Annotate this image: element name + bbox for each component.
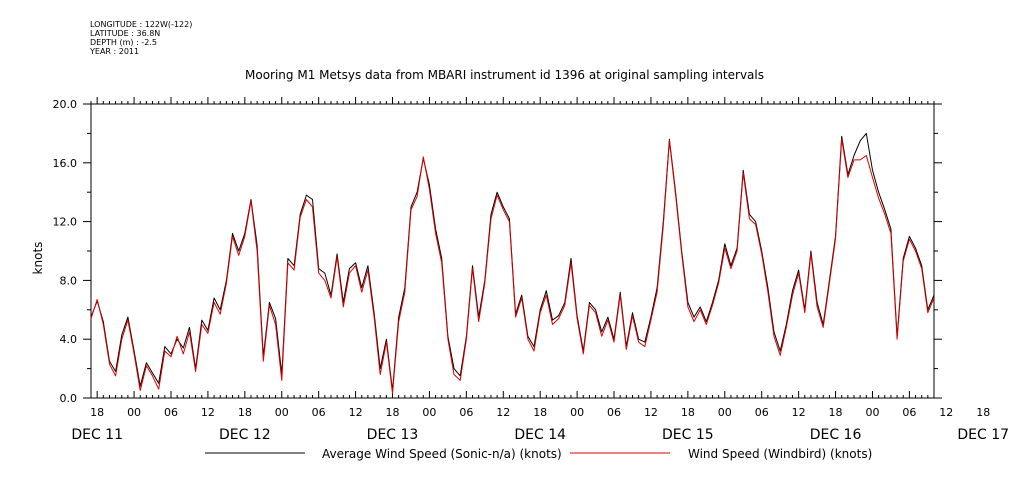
x-hour-label: 18: [681, 406, 695, 419]
x-day-label: DEC 12: [219, 427, 271, 443]
y-axis: 0.0 4.0 8.0 12.0 16.0 20.0: [53, 98, 942, 405]
x-hour-label: 00: [275, 406, 289, 419]
x-hour-label: 00: [127, 406, 141, 419]
y-tick-label: 16.0: [53, 157, 78, 170]
y-axis-label: knots: [31, 242, 45, 275]
legend-label-windbird: Wind Speed (Windbird) (knots): [688, 447, 872, 461]
x-day-label: DEC 11: [71, 427, 123, 443]
x-hour-label: 12: [939, 406, 953, 419]
y-tick-label: 0.0: [60, 392, 78, 405]
x-hour-label: 12: [792, 406, 806, 419]
x-hour-label: 12: [644, 406, 658, 419]
x-hour-label: 06: [902, 406, 916, 419]
x-hour-label: 12: [349, 406, 363, 419]
plot-frame: [90, 103, 935, 399]
x-hour-label: 00: [570, 406, 584, 419]
year-text: YEAR : 2011: [90, 47, 140, 56]
x-hour-label: 18: [976, 406, 990, 419]
x-hour-label: 18: [533, 406, 547, 419]
x-hour-label: 00: [422, 406, 436, 419]
x-hour-label: 00: [865, 406, 879, 419]
longitude-text: LONGITUDE : 122W(-122): [90, 20, 193, 29]
y-tick-label: 8.0: [60, 274, 78, 287]
x-day-label: DEC 14: [514, 427, 566, 443]
x-day-label: DEC 15: [662, 427, 714, 443]
x-hour-label: 06: [164, 406, 178, 419]
legend-label-average: Average Wind Speed (Sonic-n/a) (knots): [322, 447, 562, 461]
y-tick-label: 4.0: [60, 333, 78, 346]
x-hour-label: 18: [386, 406, 400, 419]
series-layer: [90, 132, 935, 395]
x-hour-label: 06: [459, 406, 473, 419]
x-hour-label: 00: [718, 406, 732, 419]
x-hour-label: 12: [496, 406, 510, 419]
x-hour-label: 18: [90, 406, 104, 419]
mooring-metadata: LONGITUDE : 122W(-122) LATITUDE : 36.8N …: [90, 20, 192, 56]
series-line-windbird: [90, 138, 935, 395]
x-hour-label: 12: [201, 406, 215, 419]
depth-text: DEPTH (m) : -2.5: [90, 38, 157, 47]
x-day-label: DEC 16: [810, 427, 862, 443]
x-day-label: DEC 17: [957, 427, 1009, 443]
x-hour-label: 06: [312, 406, 326, 419]
x-day-label: DEC 13: [367, 427, 419, 443]
legend: Average Wind Speed (Sonic-n/a) (knots) W…: [205, 447, 872, 461]
y-tick-label: 20.0: [53, 98, 78, 111]
chart-title: Mooring M1 Metsys data from MBARI instru…: [245, 68, 764, 82]
x-axis: 18 00 06 12 18 00 06 12 18 00 06 12 18 00 06 12 18 00 06 12…: [71, 97, 1009, 443]
x-hour-label: 06: [755, 406, 769, 419]
latitude-text: LATITUDE : 36.8N: [90, 29, 161, 38]
x-hour-label: 06: [607, 406, 621, 419]
x-hour-label: 18: [829, 406, 843, 419]
x-hour-label: 18: [238, 406, 252, 419]
y-tick-label: 12.0: [53, 216, 78, 229]
